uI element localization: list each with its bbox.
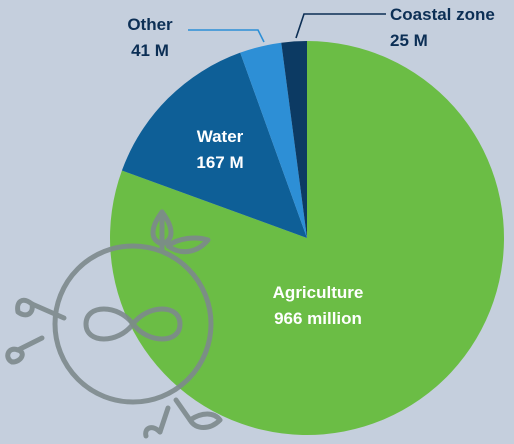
infinity-sprout-icon [5, 209, 223, 439]
pie-slice-water [121, 52, 308, 238]
label-coastal-name: Coastal zone [390, 5, 495, 24]
label-other-name: Other [127, 15, 173, 34]
pie-slice-other [240, 42, 307, 238]
label-other-value: 41 M [131, 41, 169, 60]
pie-slice-coastal [281, 41, 307, 238]
label-agriculture-name: Agriculture [273, 283, 364, 302]
label-water-name: Water [197, 127, 244, 146]
label-agriculture-value: 966 million [274, 309, 362, 328]
leader-line-coastal [295, 13, 386, 39]
label-coastal-value: 25 M [390, 31, 428, 50]
label-water-value: 167 M [196, 153, 243, 172]
leader-line-other [188, 29, 265, 43]
